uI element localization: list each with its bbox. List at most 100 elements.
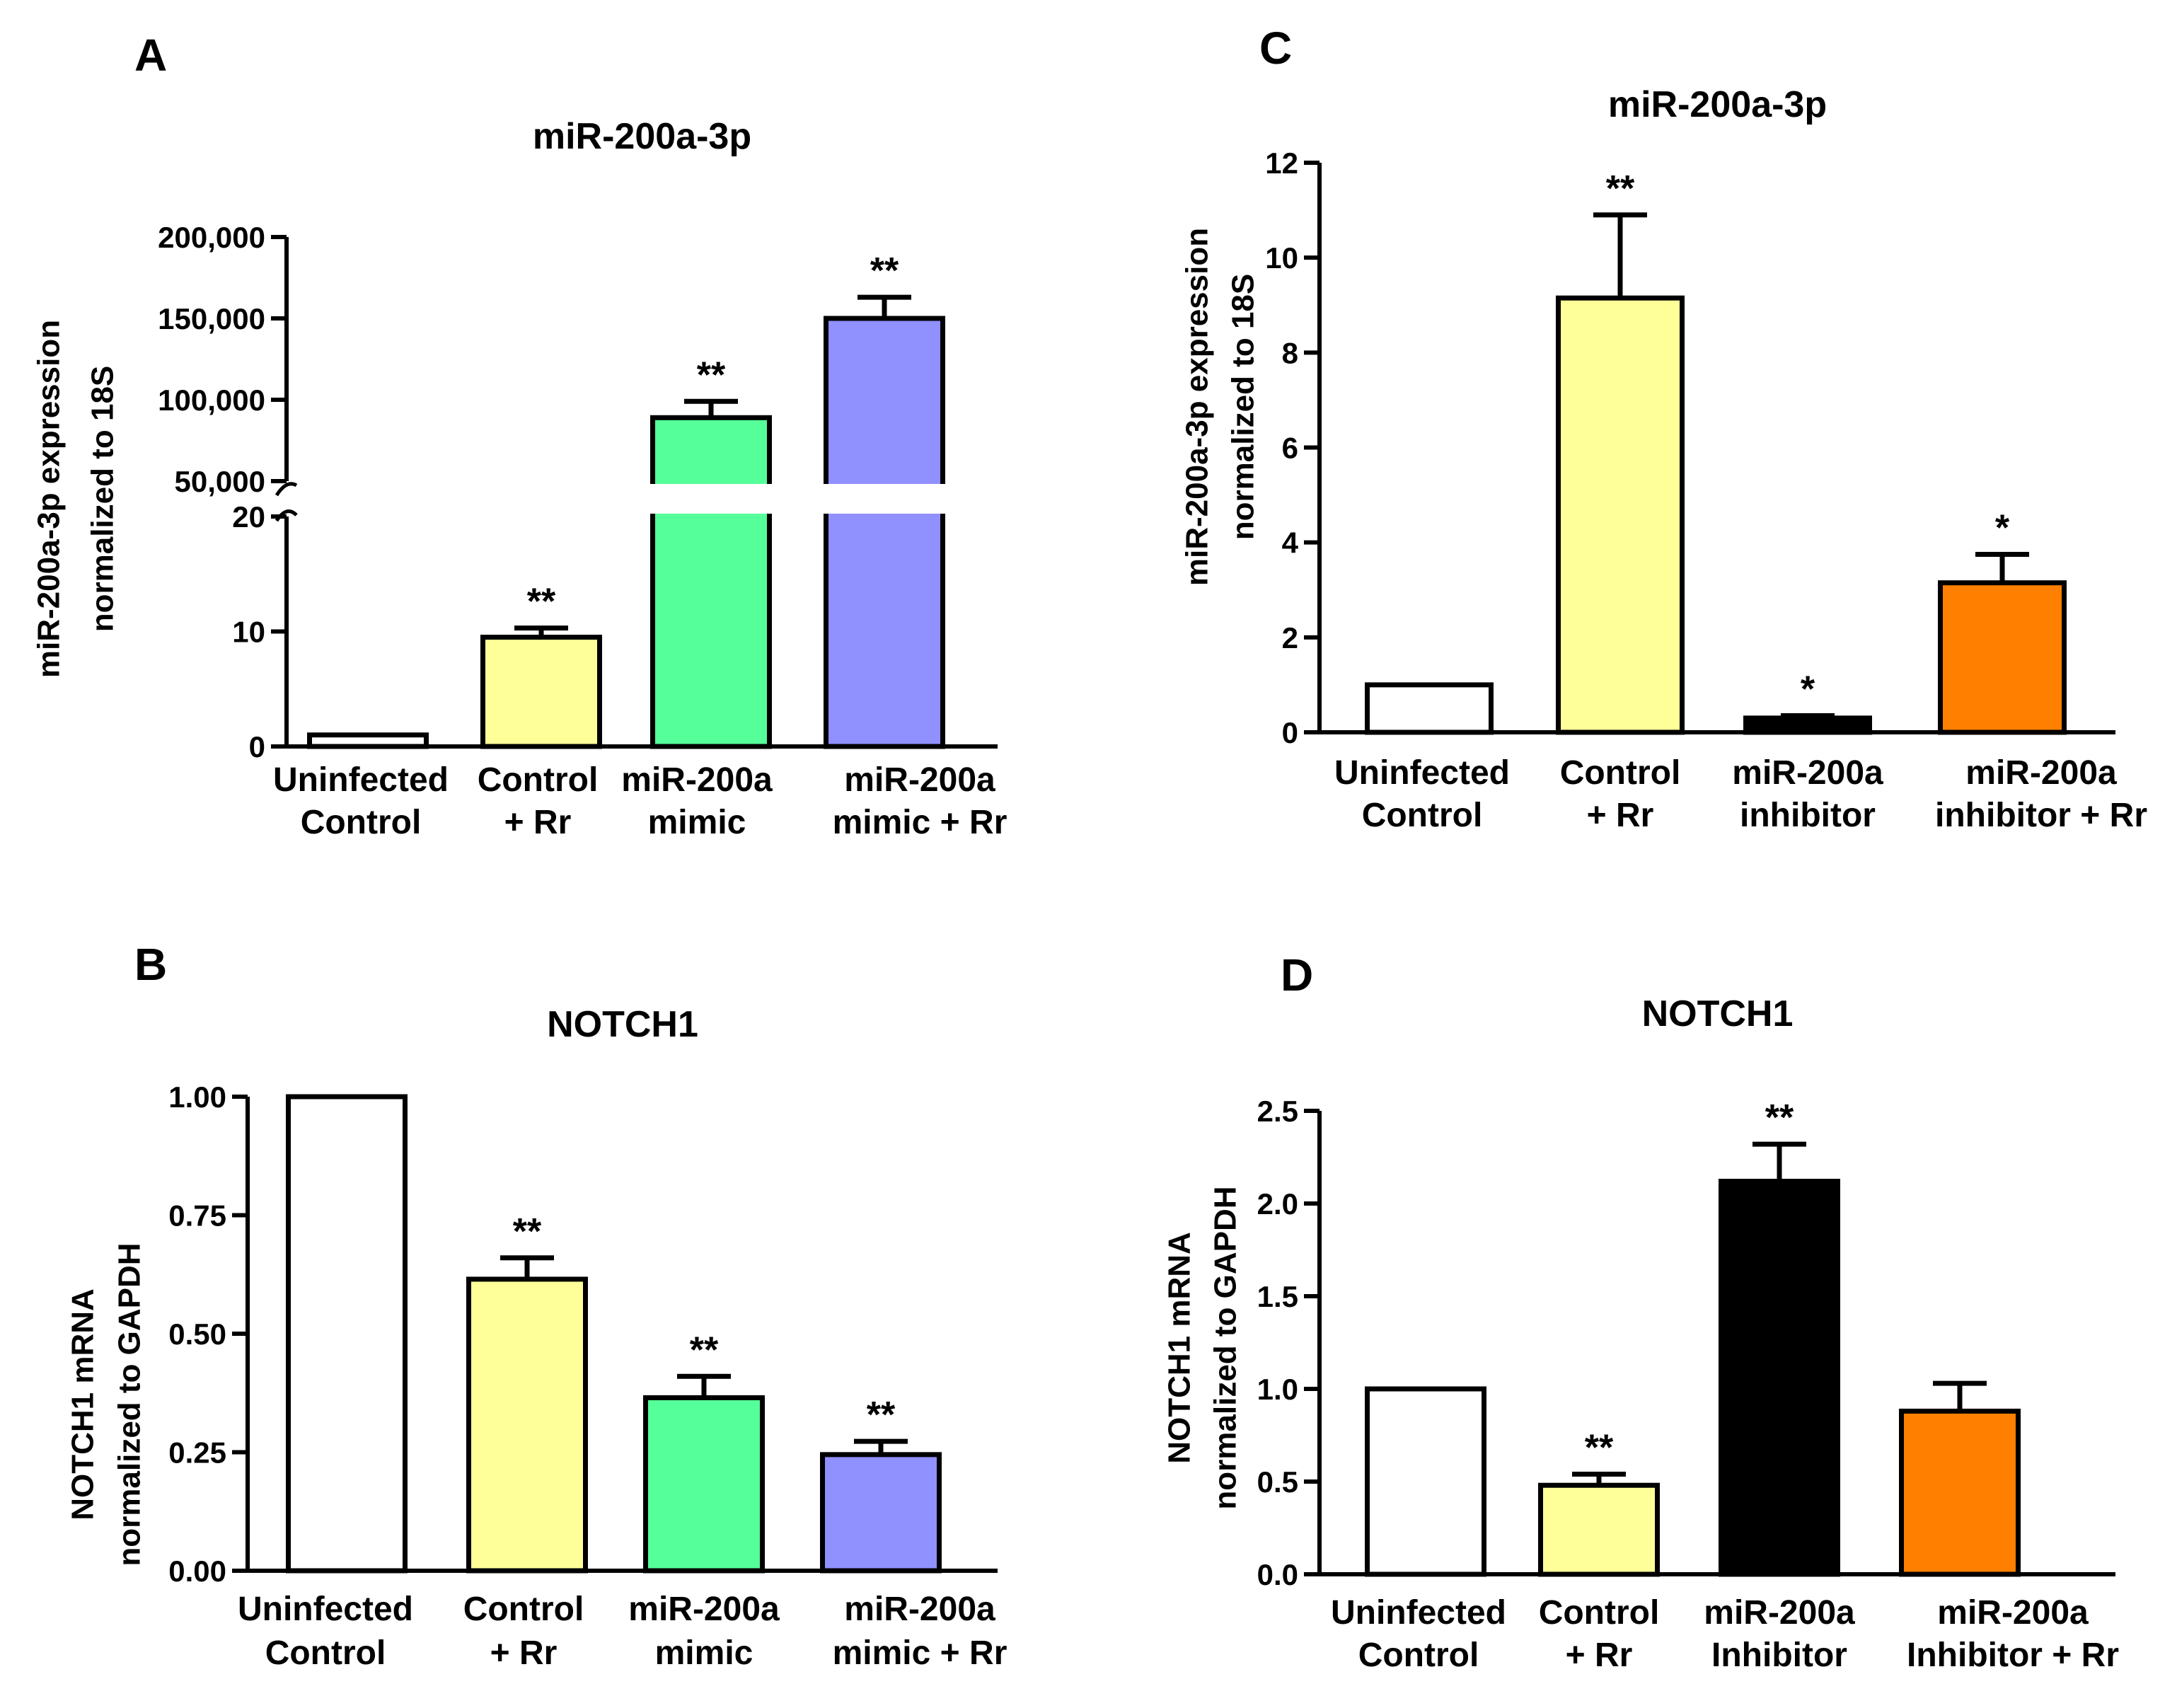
panel-a-axis-break-mark xyxy=(275,482,298,497)
panel-a-bar xyxy=(824,316,945,749)
panel-b-significance-marker: ** xyxy=(513,1211,542,1252)
panel-d-y-axis-title: NOTCH1 mRNA xyxy=(1162,1232,1197,1464)
panel-c-y-tick-label: 10 xyxy=(1265,241,1298,275)
panel-a-axis-break-gap xyxy=(315,484,998,514)
panel-a-significance-marker: ** xyxy=(870,250,899,292)
panel-a-category-label: mimic xyxy=(648,804,746,841)
panel-c-y-tick-label: 4 xyxy=(1282,526,1299,560)
panel-c-category-label: miR-200a xyxy=(1732,754,1883,792)
panel-a-y-lower-tick-label: 0 xyxy=(249,730,265,763)
panel-b-y-tick-label: 0.00 xyxy=(168,1554,226,1588)
panel-d-y-tick-label: 2.0 xyxy=(1257,1187,1298,1221)
panel-b-y-tick-label: 0.25 xyxy=(168,1436,226,1470)
panel-d-letter: D xyxy=(1281,950,1313,1000)
panel-a-y-upper-tick-label: 50,000 xyxy=(175,465,265,498)
panel-d-y-tick-label: 1.5 xyxy=(1257,1280,1298,1313)
panel-b-y-tick-label: 0.75 xyxy=(168,1199,226,1233)
panel-a-category-label: Control xyxy=(478,761,599,799)
panel-d-y-axis-title: normalized to GAPDH xyxy=(1208,1186,1243,1509)
panel-b-bar xyxy=(643,1395,765,1574)
panel-b-bar xyxy=(820,1452,942,1574)
panel-d-y-tick-label: 1.0 xyxy=(1257,1373,1298,1406)
panel-a-significance-marker: ** xyxy=(697,354,726,396)
panel-b-y-axis-title: NOTCH1 mRNA xyxy=(66,1288,100,1521)
panel-a-category-label: + Rr xyxy=(504,804,572,841)
panel-a-bar xyxy=(307,732,429,749)
panel-a-bar xyxy=(480,635,602,749)
panel-d-bar xyxy=(1365,1386,1486,1577)
panel-a-category-label: miR-200a xyxy=(621,761,773,799)
panel-b-y-axis-title: normalized to GAPDH xyxy=(112,1242,147,1566)
panel-b-category-label: mimic + Rr xyxy=(833,1634,1007,1672)
panel-a-letter: A xyxy=(134,30,167,81)
panel-d-category-label: + Rr xyxy=(1566,1637,1633,1674)
panel-c-y-tick-label: 8 xyxy=(1282,336,1298,369)
panel-a-category-label: Uninfected xyxy=(273,761,449,799)
panel-d-significance-marker: ** xyxy=(1765,1097,1794,1138)
panel-c-category-label: Control xyxy=(1362,797,1483,834)
panel-d-bar xyxy=(1899,1408,2021,1577)
panel-d-y-tick-label: 0.0 xyxy=(1257,1558,1298,1591)
panel-d-bar xyxy=(1719,1179,1840,1577)
panel-c-bar xyxy=(1556,295,1685,735)
panel-a-bar xyxy=(650,415,772,749)
panel-b-title: NOTCH1 xyxy=(547,1004,698,1045)
panel-d-category-label: Uninfected xyxy=(1331,1594,1506,1632)
panel-c-letter: C xyxy=(1259,23,1292,74)
panel-c-y-tick-label: 6 xyxy=(1282,432,1298,465)
panel-d-y-tick-label: 2.5 xyxy=(1257,1095,1298,1128)
panel-c-category-label: Control xyxy=(1560,754,1681,792)
panel-c-category-label: miR-200a xyxy=(1965,754,2117,792)
panel-b-category-label: Control xyxy=(463,1591,584,1628)
panel-c-y-axis-title: miR-200a-3p expression xyxy=(1180,228,1215,586)
panel-a-y-axis-title: miR-200a-3p expression xyxy=(32,320,67,678)
panel-d-category-label: Inhibitor + Rr xyxy=(1907,1637,2119,1674)
panel-b-category-label: Control xyxy=(265,1634,386,1672)
panel-d-category-label: Control xyxy=(1358,1637,1479,1674)
panel-b-letter: B xyxy=(134,939,167,990)
panel-a-category-label: Control xyxy=(301,804,422,841)
panel-c-y-axis-title: normalized to 18S xyxy=(1226,274,1261,541)
panel-b-bar xyxy=(286,1094,408,1574)
panel-a-category-label: miR-200a xyxy=(844,761,995,799)
panel-c-title: miR-200a-3p xyxy=(1608,84,1827,125)
panel-b-y-tick-label: 1.00 xyxy=(168,1080,226,1114)
panel-a-title: miR-200a-3p xyxy=(533,116,751,157)
panel-b-category-label: Uninfected xyxy=(238,1591,413,1628)
panel-a-y-upper-tick-label: 100,000 xyxy=(158,383,265,417)
panel-c-y-tick-label: 12 xyxy=(1265,146,1298,180)
panel-c-y-tick-label: 0 xyxy=(1282,716,1298,749)
panel-d-category-label: miR-200a xyxy=(1704,1594,1855,1632)
panel-c-category-label: Uninfected xyxy=(1334,754,1510,792)
panel-a-y-upper-tick-label: 150,000 xyxy=(158,302,265,335)
panel-b-significance-marker: ** xyxy=(690,1329,719,1371)
panel-b-category-label: + Rr xyxy=(490,1634,558,1672)
panel-a-y-axis-title: normalized to 18S xyxy=(86,366,120,633)
panel-d-bar xyxy=(1538,1482,1660,1577)
panel-b-category-label: miR-200a xyxy=(844,1591,995,1628)
panel-b-significance-marker: ** xyxy=(867,1395,896,1436)
panel-c-category-label: + Rr xyxy=(1587,797,1654,834)
panel-c-bar xyxy=(1365,682,1494,735)
panel-b-category-label: miR-200a xyxy=(628,1591,780,1628)
panel-c-significance-marker: * xyxy=(1801,669,1815,710)
panel-d-category-label: miR-200a xyxy=(1937,1594,2089,1632)
panel-d-significance-marker: ** xyxy=(1585,1428,1614,1469)
panel-d-category-label: Control xyxy=(1539,1594,1660,1632)
panel-b-category-label: mimic xyxy=(655,1634,753,1672)
panel-c-y-tick-label: 2 xyxy=(1282,621,1298,654)
panel-d-y-tick-label: 0.5 xyxy=(1257,1465,1298,1499)
panel-a-significance-marker: ** xyxy=(527,582,556,623)
panel-c-significance-marker: ** xyxy=(1606,168,1635,209)
panel-c-category-label: inhibitor + Rr xyxy=(1935,797,2147,834)
panel-a-category-label: mimic + Rr xyxy=(833,804,1007,841)
panel-c-category-label: inhibitor xyxy=(1740,797,1876,834)
panel-a-y-lower-tick-label: 10 xyxy=(232,616,265,649)
panel-c-significance-marker: * xyxy=(1995,507,2010,548)
panel-d-title: NOTCH1 xyxy=(1642,993,1794,1034)
panel-b-bar xyxy=(466,1276,588,1574)
panel-a-y-upper-tick-label: 200,000 xyxy=(158,221,265,254)
panel-a-y-lower-tick-label: 20 xyxy=(232,500,265,533)
panel-d-category-label: Inhibitor xyxy=(1711,1637,1847,1674)
